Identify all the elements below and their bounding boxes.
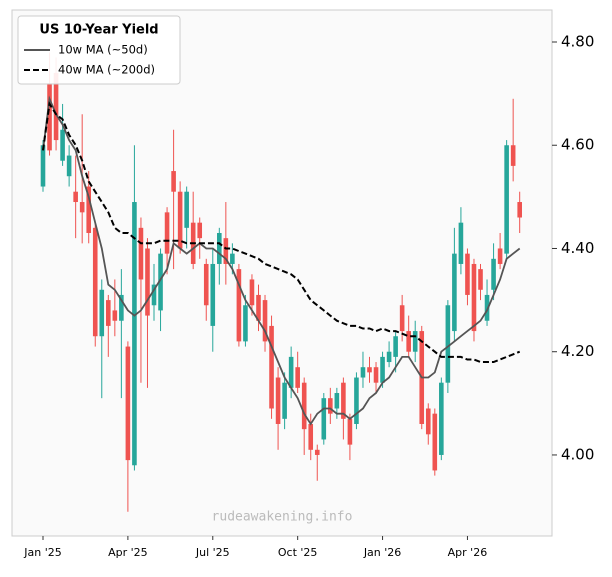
marks [40, 52, 522, 512]
candle-body [491, 258, 496, 290]
x-tick-label: Apr '25 [108, 546, 148, 559]
candle-body [393, 336, 398, 357]
candle-body [478, 269, 483, 290]
candle-body [53, 72, 59, 141]
y-tick-label: 4.20 [561, 342, 594, 360]
candle-body [445, 305, 451, 383]
candle-body [47, 83, 52, 151]
candle-body [288, 356, 294, 388]
candle-body [373, 367, 379, 383]
candle-body [380, 356, 385, 383]
candle-body [517, 202, 522, 218]
candle-body [164, 212, 170, 254]
watermark: rudeawakening.info [212, 510, 353, 525]
candle-body [282, 382, 287, 419]
candle-body [367, 367, 372, 373]
candle-body [510, 145, 516, 166]
candle-body [341, 382, 346, 419]
candle-body [73, 191, 78, 203]
candle-body [399, 305, 405, 332]
candle-body [171, 171, 176, 192]
candle-body [262, 300, 268, 342]
x-tick-label: Jul '25 [195, 546, 230, 559]
candle-body [275, 377, 281, 424]
candle-body [119, 294, 124, 321]
y-tick-label: 4.00 [561, 445, 594, 463]
candle-body [40, 145, 46, 187]
candle-body [125, 346, 131, 461]
candle-body [223, 238, 229, 264]
candle-body [497, 248, 503, 264]
candle-body [99, 289, 105, 337]
candle-body [112, 310, 118, 321]
x-tick-label: Jan '26 [363, 546, 401, 559]
y-tick-label: 4.40 [561, 239, 594, 257]
candle-body [79, 202, 85, 213]
plot-area [11, 9, 553, 537]
candle-body [360, 367, 366, 378]
candle-body [301, 382, 307, 430]
y-tick-label: 4.80 [561, 33, 594, 51]
candle-body [412, 331, 418, 352]
candle-body [86, 186, 92, 233]
candle-body [504, 145, 509, 254]
candle-body [66, 155, 72, 177]
candle-body [210, 263, 216, 326]
candle-body [386, 351, 392, 363]
candle-body [269, 325, 274, 409]
candle-body [184, 191, 189, 228]
legend-box [17, 15, 181, 85]
candle-body [406, 331, 411, 352]
candle-body [230, 253, 235, 264]
candle-body [158, 253, 163, 311]
legend-label: 40w MA (~200d) [58, 63, 155, 77]
candle-body [425, 408, 431, 435]
candle-body [347, 418, 353, 445]
candle-body [328, 398, 333, 414]
candle-body [132, 202, 137, 466]
candle-body [177, 191, 183, 249]
legend: US 10-Year Yield 10w MA (~50d) 40w MA (~2… [17, 15, 181, 85]
candle-body [321, 398, 327, 440]
candle-body [106, 300, 111, 326]
candle-body [256, 294, 261, 321]
candle-body [471, 263, 477, 332]
candle-body [92, 227, 98, 337]
candle-body [249, 279, 255, 306]
candle-body [138, 227, 144, 280]
ma-line [42, 101, 521, 363]
y-tick-label: 4.60 [561, 136, 594, 154]
candle-body [452, 253, 457, 332]
candle-body [295, 367, 300, 388]
x-tick-label: Apr '26 [448, 546, 488, 559]
candle-body [145, 248, 150, 316]
legend-label: 10w MA (~50d) [58, 43, 148, 57]
candle-body [354, 377, 359, 424]
candle-body [432, 413, 438, 471]
legend-title: US 10-Year Yield [39, 23, 158, 38]
candle-body [465, 253, 470, 295]
candle-body [203, 263, 209, 306]
x-tick-label: Oct '25 [278, 546, 318, 559]
candle-body [439, 382, 444, 455]
candle-body [314, 449, 320, 455]
candle-body [236, 269, 242, 342]
candle-body [217, 232, 222, 264]
candle-body [458, 222, 464, 264]
candle-body [197, 222, 203, 239]
candle-body [243, 305, 248, 342]
x-tick-label: Jan '25 [23, 546, 61, 559]
candle-body [308, 423, 314, 450]
candle-body [334, 393, 340, 409]
candle-body [60, 129, 65, 161]
candle-body [484, 294, 490, 321]
candle-body [151, 284, 157, 306]
